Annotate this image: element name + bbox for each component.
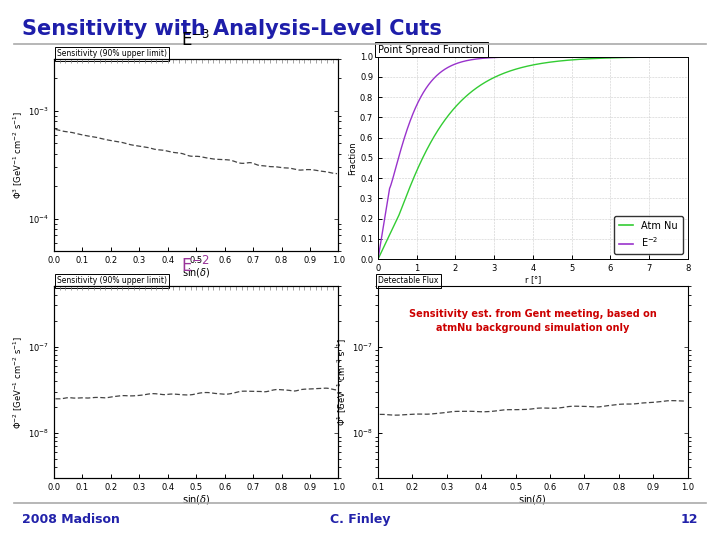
- X-axis label: r [$\degree$]: r [$\degree$]: [523, 274, 542, 286]
- Text: E$^{-2}$: E$^{-2}$: [181, 256, 210, 276]
- Legend: Atm Nu, E$^{-2}$: Atm Nu, E$^{-2}$: [614, 216, 683, 254]
- Y-axis label: $\Phi^3\ [\rm{GeV}^{-1}\ \rm{cm}^{-2}\ \rm{s}^{-1}]$: $\Phi^3\ [\rm{GeV}^{-1}\ \rm{cm}^{-2}\ \…: [12, 111, 25, 199]
- Text: 2008 Madison: 2008 Madison: [22, 513, 120, 526]
- Text: Sensitivity with Analysis-Level Cuts: Sensitivity with Analysis-Level Cuts: [22, 19, 441, 39]
- Text: Detectable Flux: Detectable Flux: [378, 276, 438, 285]
- Text: Point Spread Function: Point Spread Function: [378, 44, 485, 55]
- Text: 12: 12: [681, 513, 698, 526]
- X-axis label: $\sin(\delta)$: $\sin(\delta)$: [182, 493, 210, 506]
- X-axis label: $\sin(\delta)$: $\sin(\delta)$: [518, 493, 547, 506]
- Y-axis label: $\Phi^1\ [\rm{GeV}^{-1}\ \rm{cm}^{-2}\ \rm{s}^{-1}]$: $\Phi^1\ [\rm{GeV}^{-1}\ \rm{cm}^{-2}\ \…: [336, 338, 349, 426]
- Text: Sensitivity (90% upper limit): Sensitivity (90% upper limit): [57, 276, 167, 285]
- Text: E$^{-3}$: E$^{-3}$: [181, 30, 210, 50]
- Y-axis label: Fraction: Fraction: [348, 141, 357, 175]
- Y-axis label: $\Phi^{-2}\ [\rm{GeV}^{-1}\ \rm{cm}^{-2}\ \rm{s}^{-1}]$: $\Phi^{-2}\ [\rm{GeV}^{-1}\ \rm{cm}^{-2}…: [12, 335, 25, 429]
- Text: Sensitivity (90% upper limit): Sensitivity (90% upper limit): [57, 50, 167, 58]
- Text: Sensitivity est. from Gent meeting, based on
atmNu background simulation only: Sensitivity est. from Gent meeting, base…: [409, 309, 657, 333]
- X-axis label: $\sin(\delta)$: $\sin(\delta)$: [182, 266, 210, 279]
- Text: C. Finley: C. Finley: [330, 513, 390, 526]
